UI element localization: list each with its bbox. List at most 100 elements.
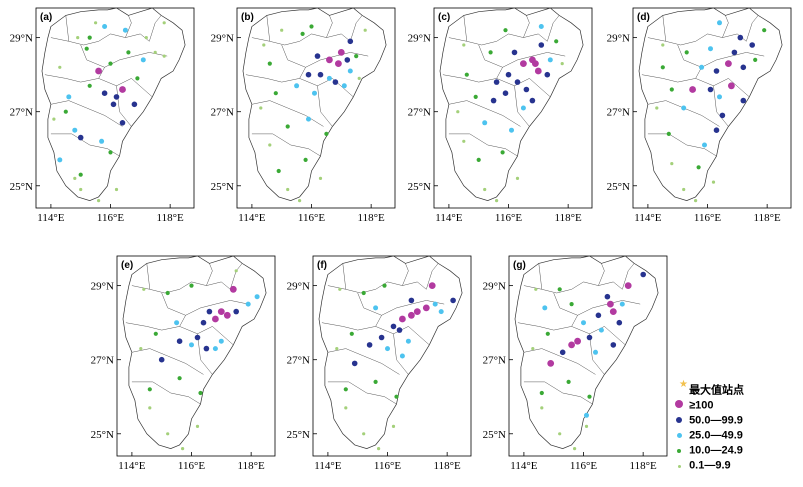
station-dot bbox=[153, 331, 158, 336]
x-tick-label: 118°E bbox=[157, 212, 184, 224]
county-boundary bbox=[299, 67, 306, 79]
station-dot bbox=[234, 269, 238, 273]
station-dot bbox=[573, 447, 577, 451]
county-boundary bbox=[375, 315, 382, 327]
legend-dot bbox=[672, 428, 686, 443]
station-dot bbox=[538, 42, 545, 48]
x-tick-label: 116°E bbox=[298, 212, 325, 224]
station-dot bbox=[58, 65, 62, 69]
station-dot bbox=[338, 287, 342, 291]
station-dot bbox=[300, 31, 305, 36]
station-dot bbox=[382, 283, 387, 288]
station-dot bbox=[337, 49, 345, 56]
station-dot bbox=[142, 287, 146, 291]
panel-label: (d) bbox=[637, 12, 650, 23]
legend-label: ≥100 bbox=[689, 399, 714, 412]
station-dot bbox=[363, 28, 367, 32]
station-dot bbox=[725, 60, 732, 67]
station-dot bbox=[102, 24, 108, 29]
station-dot bbox=[540, 406, 544, 410]
county-boundary bbox=[65, 15, 70, 42]
station-dot bbox=[212, 315, 219, 323]
station-dot bbox=[357, 76, 361, 80]
station-dot bbox=[119, 120, 126, 126]
station-dot bbox=[396, 327, 403, 333]
station-dot bbox=[694, 199, 698, 203]
station-dot bbox=[268, 143, 272, 147]
station-dot bbox=[586, 334, 593, 341]
station-dot bbox=[326, 56, 333, 64]
station-dot bbox=[462, 139, 466, 143]
station-dot bbox=[584, 412, 589, 418]
x-tick-label: 114°E bbox=[634, 212, 661, 224]
station-dot bbox=[108, 150, 113, 155]
station-dot bbox=[181, 447, 185, 451]
station-dot bbox=[545, 331, 550, 336]
panel-frame bbox=[35, 7, 195, 209]
county-boundary bbox=[317, 85, 333, 127]
y-tick-label: 27°N bbox=[408, 107, 431, 119]
station-dot bbox=[438, 309, 444, 315]
station-dot bbox=[166, 432, 170, 436]
station-dot bbox=[131, 101, 138, 108]
y-tick-label: 25°N bbox=[287, 429, 310, 441]
station-dot bbox=[99, 138, 105, 144]
station-dot bbox=[609, 308, 617, 315]
station-dot bbox=[78, 172, 83, 177]
station-dot bbox=[681, 105, 687, 111]
station-dot bbox=[660, 65, 665, 70]
county-boundary bbox=[327, 381, 397, 405]
station-dot bbox=[520, 60, 527, 67]
county-boundary bbox=[342, 263, 347, 290]
legend-label: 25.0—49.9 bbox=[689, 429, 743, 442]
station-dot bbox=[335, 60, 342, 67]
station-dot bbox=[217, 308, 225, 315]
station-dot bbox=[560, 62, 564, 66]
station-dot bbox=[73, 176, 77, 180]
station-dot bbox=[408, 311, 415, 319]
station-dot bbox=[534, 287, 538, 291]
station-dot bbox=[373, 305, 379, 311]
station-dot bbox=[511, 49, 518, 56]
x-tick-label: 118°E bbox=[358, 212, 385, 224]
station-dot bbox=[373, 379, 378, 384]
station-dot bbox=[294, 83, 300, 89]
station-dot bbox=[669, 87, 674, 92]
station-dot bbox=[195, 424, 200, 428]
station-dot bbox=[206, 308, 213, 315]
station-dot bbox=[539, 390, 544, 396]
county-boundary bbox=[417, 263, 439, 290]
station-dot bbox=[689, 86, 696, 93]
station-dot bbox=[428, 282, 436, 289]
station-dot bbox=[189, 342, 194, 348]
station-dot bbox=[233, 308, 239, 315]
county-boundary bbox=[538, 15, 560, 42]
legend-item-50: 50.0—99.9 bbox=[672, 413, 797, 428]
y-tick-label: 27°N bbox=[10, 107, 33, 119]
station-dot bbox=[273, 91, 278, 96]
station-dot bbox=[194, 334, 201, 341]
county-boundary bbox=[514, 85, 530, 127]
station-dot bbox=[198, 390, 203, 396]
station-dot bbox=[229, 285, 237, 293]
station-dot bbox=[624, 282, 632, 289]
station-dot bbox=[505, 71, 512, 78]
y-tick-label: 25°N bbox=[10, 181, 33, 193]
station-dot bbox=[598, 327, 604, 333]
station-dot bbox=[514, 79, 521, 85]
station-dot bbox=[584, 424, 589, 428]
map-panel-c: 114°E 116°E 118°E 29°N 27°N 25°N (c) bbox=[408, 7, 593, 224]
county-boundary bbox=[98, 67, 105, 79]
y-tick-label: 29°N bbox=[10, 33, 33, 45]
county-boundary bbox=[197, 333, 213, 375]
station-dot bbox=[713, 127, 720, 133]
station-dot bbox=[177, 376, 182, 381]
county-boundary bbox=[662, 15, 667, 42]
panel-frame bbox=[632, 7, 792, 209]
station-dot bbox=[341, 83, 347, 89]
station-dot bbox=[740, 97, 747, 104]
station-dot bbox=[385, 346, 390, 352]
station-dot bbox=[500, 150, 505, 155]
panel-label: (a) bbox=[40, 12, 52, 23]
legend-dot bbox=[672, 458, 686, 473]
